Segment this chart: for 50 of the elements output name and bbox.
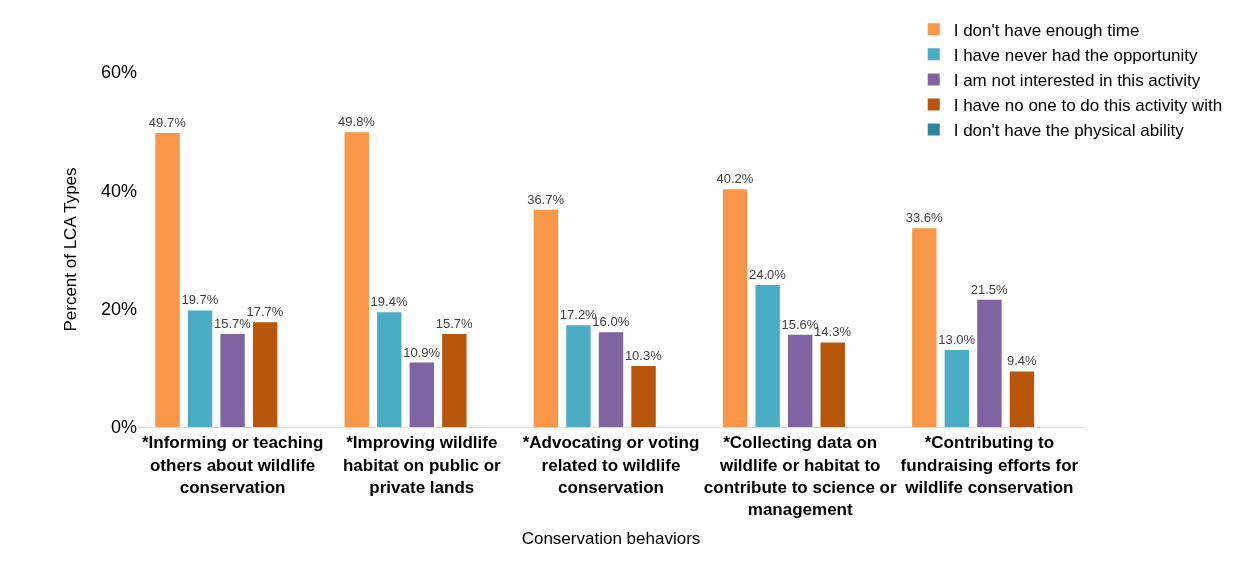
- bar: [155, 132, 180, 427]
- x-tick-label: *Advocating or voting related to wildlife conservation: [522, 433, 700, 497]
- bar: [533, 209, 559, 427]
- bar: [912, 228, 937, 427]
- bar: [631, 366, 656, 427]
- data-label: 49.7%: [148, 114, 187, 130]
- x-axis-title: Conservation behaviors: [521, 529, 701, 549]
- legend-label: I don't have the physical ability: [953, 121, 1185, 141]
- legend-label: I am not interested in this activity: [953, 71, 1201, 91]
- data-label: 21.5%: [970, 281, 1009, 297]
- data-label: 10.9%: [403, 344, 441, 360]
- data-label: 49.8%: [338, 114, 376, 130]
- data-label: 13.0%: [938, 332, 976, 348]
- legend-label: I don't have enough time: [953, 20, 1140, 40]
- y-tick-label: 0%: [110, 417, 137, 438]
- data-label: 10.3%: [624, 348, 663, 364]
- legend-label: I have no one to do this activity with: [953, 96, 1223, 116]
- data-label: 40.2%: [716, 171, 754, 187]
- data-label: 19.7%: [181, 292, 219, 308]
- bar: [598, 332, 624, 427]
- y-tick-label: 20%: [100, 298, 137, 319]
- bar: [409, 362, 434, 427]
- bar: [788, 334, 813, 427]
- x-tick-label: *Collecting data on wildlife or habitat to contribute to science or management: [703, 433, 897, 519]
- bar: [442, 334, 467, 427]
- x-tick-label: *Informing or teaching others about wildlife conservation: [141, 433, 324, 497]
- bar: [252, 322, 278, 427]
- bar: [722, 189, 748, 427]
- data-label: 33.6%: [905, 210, 943, 226]
- data-label: 19.4%: [370, 294, 408, 310]
- y-axis-title: Percent of LCA Types: [60, 167, 80, 332]
- y-tick-label: 60%: [100, 62, 137, 83]
- data-label: 24.0%: [749, 267, 787, 282]
- data-label: 36.7%: [527, 191, 565, 207]
- bar: [187, 310, 213, 427]
- bar: [1009, 371, 1035, 427]
- bar: [820, 342, 845, 427]
- legend-label: I have never had the opportunity: [953, 45, 1199, 65]
- x-tick-label: *Contributing to fundraising efforts for wildlife conservation: [900, 433, 1079, 497]
- x-tick-label: *Improving wildlife habitat on public or private lands: [342, 433, 502, 497]
- bar: [944, 350, 970, 427]
- bar: [755, 285, 780, 427]
- y-tick-label: 40%: [100, 180, 137, 201]
- bar: [344, 132, 369, 427]
- bar: [220, 334, 245, 427]
- data-label: 9.4%: [1006, 353, 1037, 369]
- bar: [977, 299, 1002, 427]
- bar: [377, 312, 402, 427]
- bar: [566, 325, 591, 427]
- data-label: 15.7%: [435, 316, 473, 332]
